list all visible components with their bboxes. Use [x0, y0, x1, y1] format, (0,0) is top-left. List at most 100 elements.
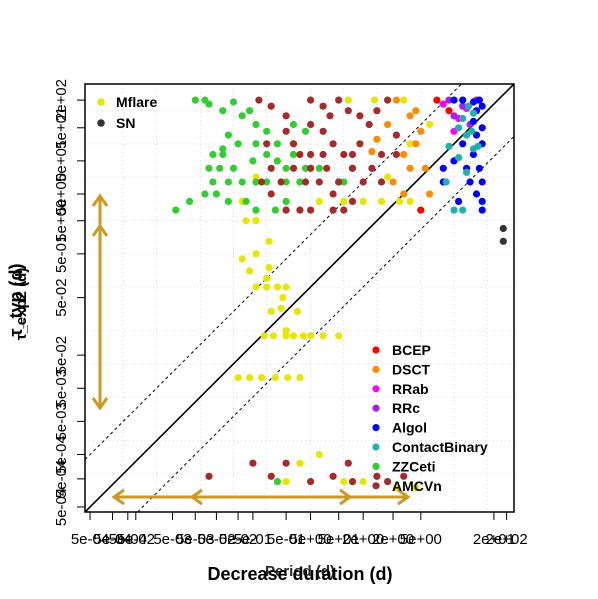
point-algol	[475, 164, 483, 172]
legend-label: DSCT	[392, 361, 431, 377]
point-mflare	[392, 484, 400, 492]
y-tick-label: 5e+01	[53, 107, 70, 149]
point-algol	[469, 150, 477, 159]
point-amcvn	[319, 127, 327, 135]
point-amcvn	[335, 178, 343, 186]
point-zzceti	[249, 157, 257, 165]
point-contactbinary	[468, 127, 476, 135]
legend-marker	[372, 404, 380, 412]
point-zzceti	[224, 178, 232, 186]
point-dsct	[412, 107, 420, 115]
point-contactbinary	[469, 109, 477, 117]
legend-label: AMCVn	[392, 478, 442, 494]
point-dsct	[406, 112, 414, 120]
point-zzceti	[301, 127, 310, 135]
x-tick-label: 5e-03	[153, 531, 191, 548]
point-amcvn	[348, 478, 357, 486]
y-axis-title: τ_typ (d)	[6, 263, 26, 336]
y-tick-label: 5e-02	[53, 336, 70, 374]
point-zzceti	[224, 131, 232, 139]
arrowhead-left	[111, 488, 125, 506]
point-zzceti	[340, 178, 348, 186]
point-amcvn	[267, 472, 275, 480]
x-tick-label: 5e-02	[197, 531, 235, 548]
point-amcvn	[348, 164, 357, 172]
point-contactbinary	[442, 178, 450, 186]
y-tick-label: 5e+00	[53, 200, 70, 242]
point-mflare	[282, 327, 290, 335]
legend-label: SN	[116, 115, 135, 131]
point-mflare	[384, 173, 392, 181]
point-mflare	[282, 478, 290, 486]
point-mflare	[340, 478, 348, 486]
arrowhead-right	[397, 488, 411, 506]
point-mflare	[282, 283, 290, 291]
point-zzceti	[273, 478, 281, 486]
point-dsct	[412, 140, 420, 148]
point-amcvn	[356, 140, 364, 148]
point-amcvn	[289, 164, 298, 172]
point-mflare	[242, 217, 250, 225]
point-amcvn	[329, 472, 337, 480]
point-amcvn	[282, 112, 290, 120]
point-rrc	[445, 96, 453, 104]
legend-top: Mflare SN	[97, 94, 157, 131]
point-contactbinary	[459, 114, 467, 123]
point-amcvn	[296, 206, 304, 214]
point-zzceti	[273, 157, 281, 165]
point-zzceti	[263, 178, 271, 186]
point-mflare	[265, 264, 273, 272]
lower-band-line	[137, 136, 515, 513]
point-zzceti	[229, 164, 238, 172]
point-amcvn	[326, 112, 334, 120]
point-amcvn	[344, 459, 352, 467]
point-zzceti	[224, 197, 232, 205]
point-zzceti	[296, 178, 304, 186]
x-tick-label: 5e+00	[400, 531, 442, 548]
point-amcvn	[282, 459, 290, 467]
x-tick-label: 5e-04	[109, 531, 147, 548]
point-amcvn	[282, 206, 290, 214]
arrowhead-right	[339, 488, 353, 506]
point-amcvn	[263, 140, 271, 148]
point-amcvn	[384, 96, 392, 104]
legend-label: Algol	[392, 420, 427, 436]
point-amcvn	[359, 178, 367, 186]
x-tick-label: 5e-02	[117, 531, 155, 548]
point-mflare	[315, 197, 323, 205]
point-dsct	[368, 148, 376, 156]
point-mflare	[289, 332, 298, 340]
point-algol	[472, 190, 481, 198]
point-zzceti	[252, 206, 260, 214]
reference-lines	[84, 83, 515, 513]
legend-marker	[372, 346, 380, 354]
point-algol	[469, 117, 477, 125]
point-amcvn	[307, 96, 315, 104]
y-tick-label: 5e-01	[53, 235, 70, 273]
point-amcvn	[258, 178, 266, 186]
point-mflare	[377, 197, 386, 205]
point-mflare	[246, 267, 254, 275]
point-contactbinary	[459, 206, 467, 214]
point-amcvn	[377, 150, 386, 159]
point-mflare	[279, 294, 287, 302]
point-amcvn	[392, 131, 400, 139]
point-mflare	[296, 374, 304, 382]
point-amcvn	[392, 150, 400, 159]
point-amcvn	[301, 178, 310, 186]
y-tick-label: 5e-02	[53, 278, 70, 316]
point-algol	[478, 197, 486, 205]
point-dsct	[373, 135, 381, 143]
arrowhead-up	[91, 223, 109, 237]
legend-marker	[372, 443, 380, 451]
y-axis-title-overlay: τ_exp2 (d)	[13, 268, 30, 341]
point-amcvn	[400, 472, 408, 480]
point-amcvn	[255, 96, 263, 104]
point-zzceti	[238, 112, 246, 120]
point-zzceti	[301, 164, 310, 172]
point-zzceti	[282, 197, 290, 205]
point-zzceti	[219, 107, 227, 115]
point-amcvn	[307, 120, 315, 129]
point-amcvn	[348, 150, 357, 159]
